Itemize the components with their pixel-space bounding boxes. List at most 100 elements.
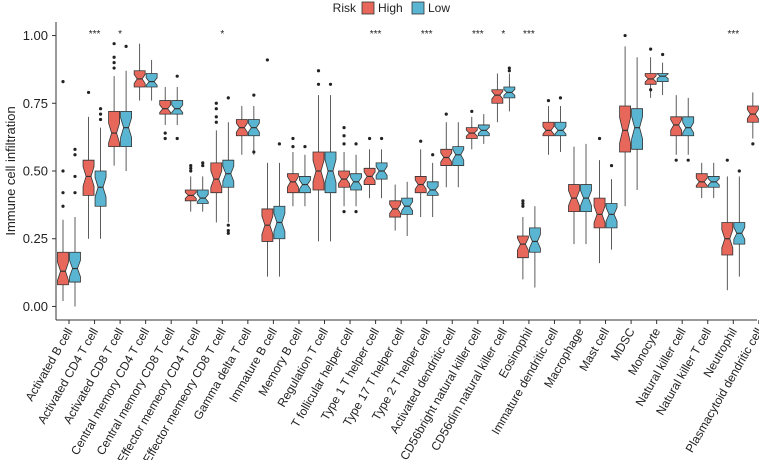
outlier-point: [98, 117, 103, 122]
outlier-point: [521, 199, 525, 203]
legend-label-low: Low: [428, 1, 450, 15]
box-high: [57, 80, 69, 302]
box-low: [145, 59, 158, 101]
outlier-point: [226, 96, 230, 100]
box-high: [338, 126, 350, 214]
outlier-point: [431, 153, 435, 157]
box-body: [171, 100, 184, 115]
box-body: [670, 116, 683, 137]
outlier-point: [61, 191, 65, 195]
outlier-point: [226, 223, 230, 227]
outlier-point: [61, 80, 65, 84]
box-body: [542, 121, 555, 137]
outlier-point: [661, 52, 665, 57]
outlier-point: [470, 109, 474, 113]
box-high: [287, 136, 299, 207]
outlier-point: [252, 93, 256, 97]
outlier-point: [61, 169, 65, 173]
box-body: [120, 111, 133, 148]
outlier-point: [163, 131, 167, 135]
box-low: [733, 169, 746, 277]
box-high: [108, 42, 120, 166]
outlier-point: [86, 90, 91, 95]
box-low: [273, 142, 286, 277]
box-high: [619, 33, 631, 207]
outlier-point: [214, 107, 218, 111]
box-low: [299, 145, 311, 207]
outlier-point: [342, 126, 346, 130]
outlier-point: [597, 136, 602, 141]
outlier-point: [342, 142, 346, 146]
outlier-point: [507, 66, 511, 70]
box-high: [695, 162, 708, 199]
box-body: [196, 189, 209, 204]
outlier-point: [609, 163, 614, 168]
outlier-point: [737, 169, 741, 173]
box-high: [517, 199, 529, 280]
box-low: [196, 161, 209, 212]
box-high: [210, 101, 223, 223]
box-high: [670, 95, 683, 162]
y-tick-label: 0.50: [23, 164, 48, 179]
outlier-point: [342, 210, 346, 214]
significance-mark: ***: [727, 29, 739, 40]
outlier-point: [354, 210, 358, 214]
box-high: [235, 105, 248, 155]
box-high: [542, 98, 555, 155]
outlier-point: [201, 163, 205, 168]
box-body: [593, 197, 606, 229]
y-tick-label: 0.00: [23, 299, 48, 314]
box-high: [721, 158, 734, 291]
box-body: [605, 203, 618, 229]
box-body: [82, 159, 95, 196]
box-high: [261, 58, 274, 277]
outlier-point: [265, 58, 269, 62]
outlier-point: [546, 98, 551, 103]
box-body: [57, 251, 69, 286]
box-low: [656, 52, 669, 96]
outlier-point: [226, 231, 230, 235]
outlier-point: [73, 147, 77, 151]
legend-label-high: High: [378, 1, 403, 15]
y-tick-label: 0.25: [23, 231, 48, 246]
outlier-point: [751, 142, 755, 146]
box-high: [644, 47, 657, 98]
significance-mark: ***: [523, 29, 535, 40]
legend-title: Risk: [333, 1, 357, 15]
outlier-point: [521, 204, 525, 208]
box-body: [631, 108, 643, 150]
outlier-point: [214, 120, 218, 124]
outlier-point: [175, 74, 179, 78]
box-body: [491, 89, 504, 104]
y-tick-label: 0.75: [23, 96, 48, 111]
box-low: [375, 136, 388, 199]
y-ticks: 0.00 0.25 0.50 0.75 1.00: [23, 28, 56, 314]
box-body: [656, 73, 669, 82]
outlier-point: [189, 163, 193, 168]
outlier-point: [61, 204, 65, 208]
legend: Risk High Low: [333, 1, 451, 15]
box-low: [554, 96, 567, 153]
outlier-point: [73, 153, 77, 157]
box-high: [82, 90, 95, 239]
outlier-point: [112, 66, 116, 70]
significance-mark: ***: [89, 29, 101, 40]
outlier-point: [163, 136, 167, 141]
outlier-point: [725, 158, 729, 162]
box-body: [452, 146, 465, 166]
box-high: [593, 136, 606, 264]
box-body: [287, 173, 299, 194]
outlier-point: [354, 142, 358, 146]
box-low: [350, 142, 362, 214]
box-low: [222, 96, 235, 235]
box-low: [452, 122, 465, 188]
outlier-point: [189, 169, 193, 173]
outlier-point: [112, 55, 116, 59]
box-body: [159, 100, 172, 115]
box-low: [605, 163, 618, 250]
outlier-point: [112, 42, 116, 46]
outlier-point: [175, 136, 179, 141]
box-high: [159, 87, 172, 141]
